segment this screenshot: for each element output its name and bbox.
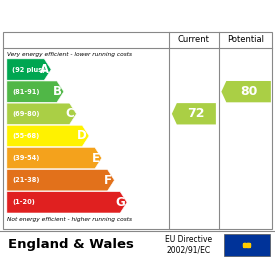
Polygon shape xyxy=(172,103,216,124)
Text: G: G xyxy=(115,196,125,209)
Text: 72: 72 xyxy=(188,107,205,120)
Polygon shape xyxy=(7,147,102,169)
Text: (21-38): (21-38) xyxy=(12,177,40,183)
Text: Potential: Potential xyxy=(227,35,264,44)
Text: (55-68): (55-68) xyxy=(12,133,40,139)
Text: 80: 80 xyxy=(240,85,257,98)
Text: Very energy efficient - lower running costs: Very energy efficient - lower running co… xyxy=(7,52,132,57)
Text: EU Directive
2002/91/EC: EU Directive 2002/91/EC xyxy=(165,235,212,255)
Polygon shape xyxy=(7,103,76,124)
Text: England & Wales: England & Wales xyxy=(8,238,134,252)
Text: B: B xyxy=(53,85,62,98)
Text: (1-20): (1-20) xyxy=(12,199,35,205)
Text: (81-91): (81-91) xyxy=(12,89,40,95)
Polygon shape xyxy=(7,59,51,80)
Polygon shape xyxy=(7,170,114,191)
Text: D: D xyxy=(77,130,87,142)
Text: (69-80): (69-80) xyxy=(12,111,40,117)
Text: (39-54): (39-54) xyxy=(12,155,40,161)
Text: E: E xyxy=(92,151,100,165)
Text: C: C xyxy=(65,107,74,120)
Text: A: A xyxy=(40,63,49,76)
Text: F: F xyxy=(104,174,112,187)
Polygon shape xyxy=(221,81,271,102)
Text: Energy Efficiency Rating: Energy Efficiency Rating xyxy=(36,8,239,23)
Polygon shape xyxy=(7,192,127,213)
Text: Not energy efficient - higher running costs: Not energy efficient - higher running co… xyxy=(7,217,132,222)
Text: Current: Current xyxy=(178,35,210,44)
Polygon shape xyxy=(7,81,64,102)
Polygon shape xyxy=(7,125,89,147)
Text: (92 plus): (92 plus) xyxy=(12,67,46,72)
Bar xyxy=(224,234,270,256)
